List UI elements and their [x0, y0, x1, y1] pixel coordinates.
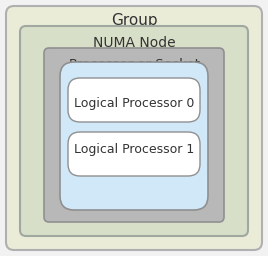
Text: Logical Processor 1: Logical Processor 1: [74, 144, 194, 156]
FancyBboxPatch shape: [60, 62, 208, 210]
Text: Core: Core: [118, 78, 150, 92]
Text: Logical Processor 0: Logical Processor 0: [74, 98, 194, 111]
Text: Processor or Socket: Processor or Socket: [69, 58, 199, 71]
FancyBboxPatch shape: [44, 48, 224, 222]
FancyBboxPatch shape: [6, 6, 262, 250]
FancyBboxPatch shape: [68, 132, 200, 176]
Text: NUMA Node: NUMA Node: [93, 36, 175, 50]
FancyBboxPatch shape: [68, 78, 200, 122]
Text: Group: Group: [111, 13, 157, 28]
FancyBboxPatch shape: [20, 26, 248, 236]
